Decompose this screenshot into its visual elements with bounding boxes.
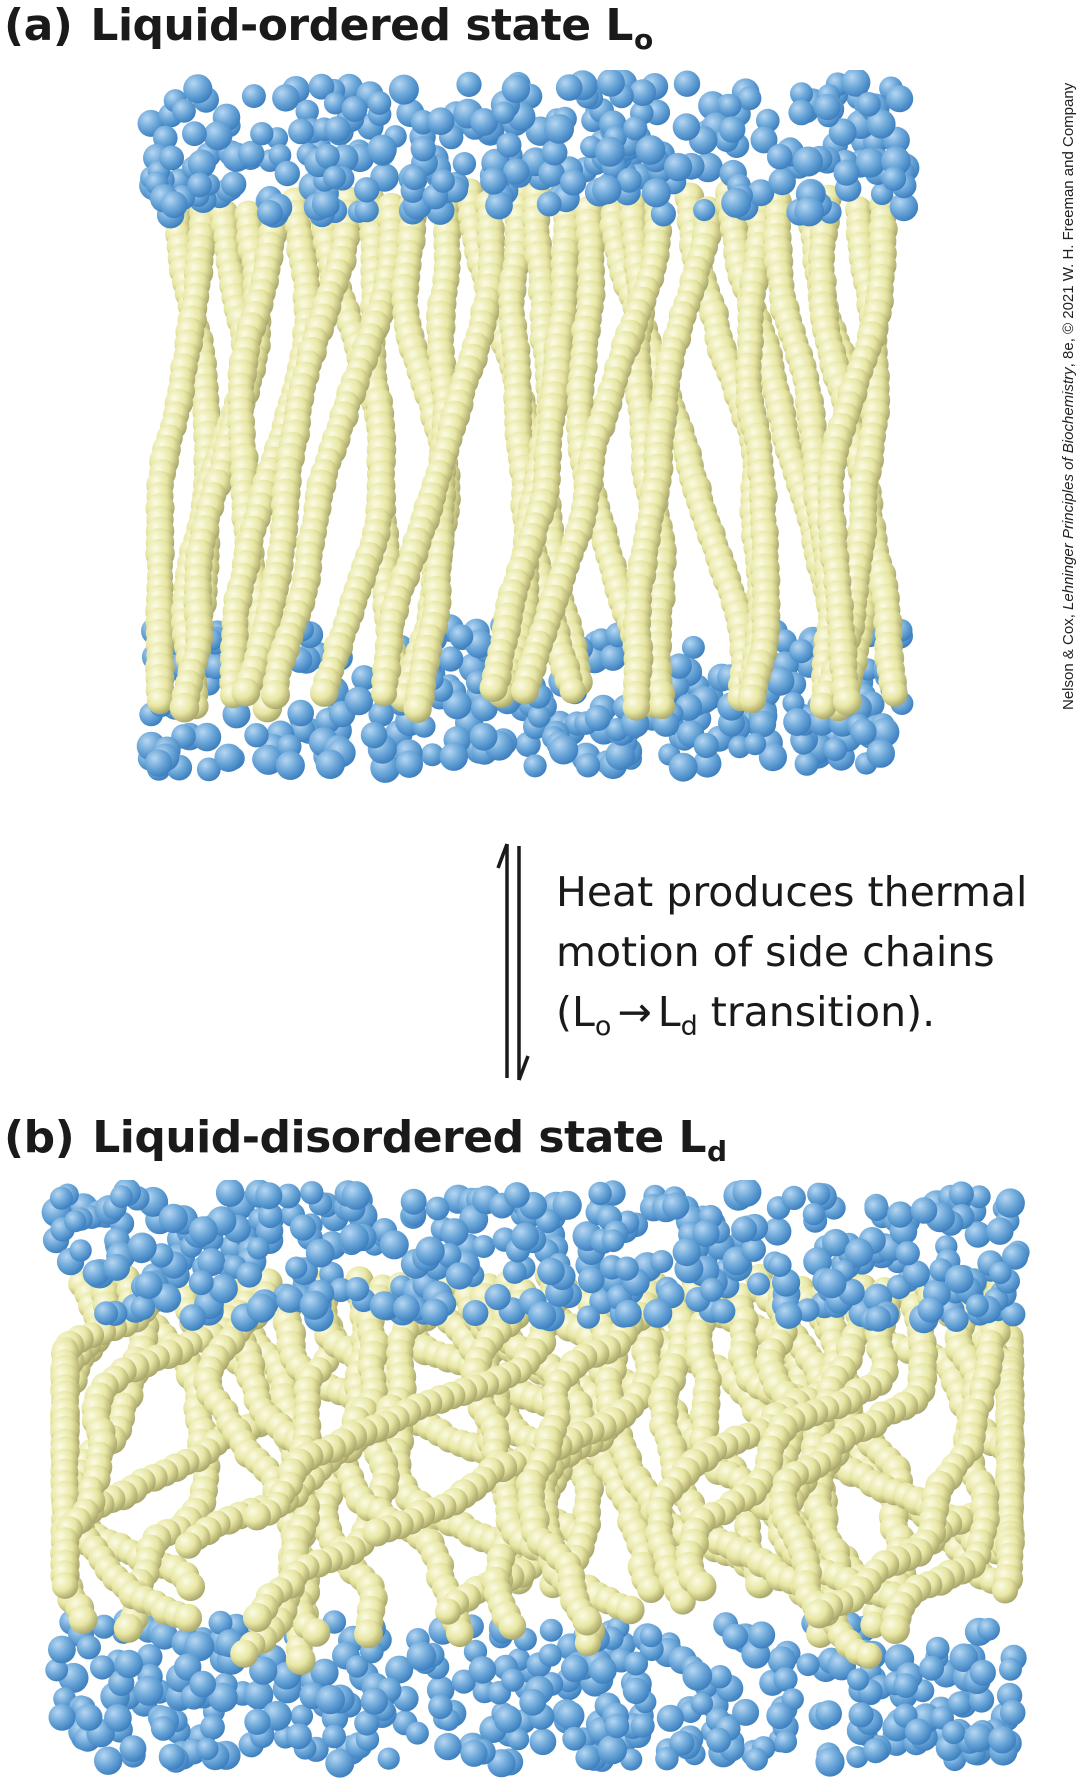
caption-sub-o: o xyxy=(594,1011,612,1042)
panel-b-letter: (b) xyxy=(4,1112,75,1163)
caption-mid: L xyxy=(657,988,681,1036)
panel-a-title-text: Liquid-ordered state L xyxy=(90,0,633,51)
caption-line-1: Heat produces thermal xyxy=(556,868,1028,916)
credit-prefix: Nelson & Cox, xyxy=(1060,609,1077,710)
caption-line-2: motion of side chains xyxy=(556,928,995,976)
hydrocarbon-tails xyxy=(50,1261,1025,1675)
right-arrow-icon: → xyxy=(617,988,652,1036)
panel-a-title: (a) Liquid-ordered state Lo xyxy=(4,4,653,54)
panel-b-title: (b) Liquid-disordered state Ld xyxy=(4,1116,727,1166)
transition-caption: Heat produces thermal motion of side cha… xyxy=(556,862,1027,1042)
panel-a-letter: (a) xyxy=(4,0,73,51)
top-head-layer xyxy=(137,70,920,229)
disordered-bilayer-illustration xyxy=(41,1180,1030,1778)
panel-a-title-subscript: o xyxy=(633,23,653,56)
bottom-head-layer xyxy=(45,1607,1027,1778)
caption-line-3: (Lo → Ld transition). xyxy=(556,982,1027,1042)
ordered-bilayer-illustration xyxy=(136,70,920,783)
top-head-layer xyxy=(41,1180,1030,1334)
copyright-credit: Nelson & Cox, Lehninger Principles of Bi… xyxy=(1060,83,1077,710)
caption-close: transition). xyxy=(697,988,936,1036)
caption-sub-d: d xyxy=(680,1011,698,1042)
equilibrium-arrows-icon xyxy=(496,843,530,1081)
panel-b-title-text: Liquid-disordered state L xyxy=(92,1112,707,1163)
panel-b-title-subscript: d xyxy=(707,1135,727,1168)
caption-open: (L xyxy=(556,988,595,1036)
credit-book: Lehninger Principles of Biochemistry xyxy=(1060,367,1077,610)
credit-suffix: , 8e, © 2021 W. H. Freeman and Company xyxy=(1060,82,1077,368)
